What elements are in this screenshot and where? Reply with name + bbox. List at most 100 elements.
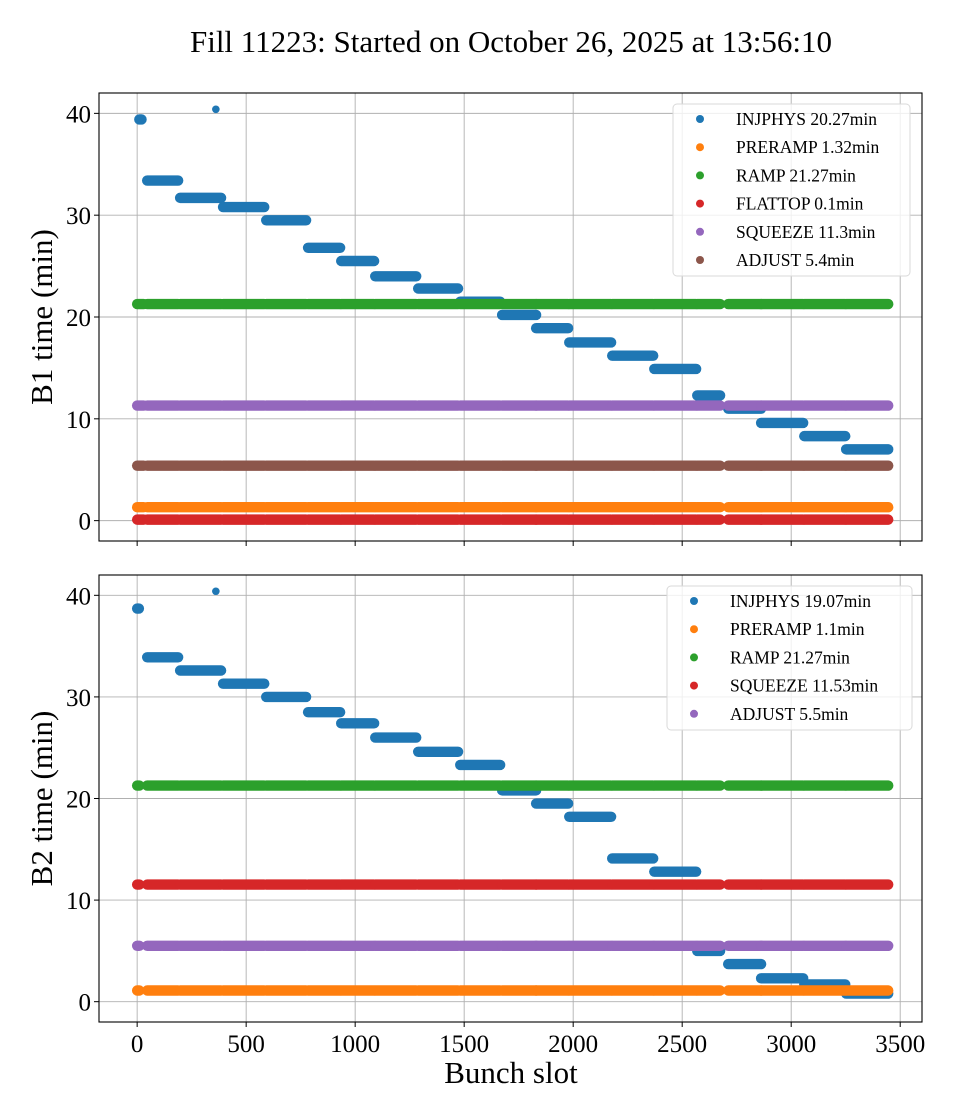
preramp-points [755, 985, 809, 996]
adjust-points [455, 460, 506, 471]
flattop-points [261, 514, 312, 525]
ramp-points [174, 780, 227, 791]
x-tick-label: 0 [131, 1031, 144, 1058]
preramp-points [722, 985, 767, 996]
preramp-points [141, 985, 184, 996]
adjust-points [302, 940, 346, 952]
adjust-points [141, 460, 184, 471]
squeeze-points [755, 879, 809, 890]
preramp-points [131, 985, 145, 996]
squeeze-points [217, 879, 270, 890]
x-tick-label: 2500 [657, 1031, 707, 1058]
preramp-points [370, 985, 422, 996]
flattop-points [496, 514, 542, 525]
injphys-points [455, 759, 506, 771]
ramp-points [649, 298, 702, 310]
preramp-points [336, 501, 380, 513]
squeeze-points [217, 400, 270, 411]
legend-marker-injphys [696, 115, 704, 123]
injphys-points [217, 201, 270, 213]
injphys-points [564, 337, 617, 348]
b1-panel: 0 10 20 30 40 B1 time (min) INJPHYS 20.27min PR… [24, 92, 923, 546]
preramp-points [141, 501, 184, 513]
ramp-points [799, 780, 851, 791]
adjust-points [261, 460, 312, 471]
ramp-points [840, 298, 894, 310]
preramp-points [530, 985, 574, 996]
preramp-points [217, 985, 270, 996]
ramp-points [261, 298, 312, 310]
adjust-points [370, 940, 422, 952]
data-points [131, 105, 894, 525]
injphys-points [336, 255, 380, 267]
flattop-points [530, 514, 574, 525]
ramp-points [799, 298, 851, 310]
squeeze-points [799, 879, 851, 890]
y-tick-label: 0 [79, 990, 92, 1017]
injphys-points [261, 691, 312, 703]
adjust-points [564, 940, 617, 952]
x-axis-label: Bunch slot [444, 1055, 578, 1090]
adjust-points [649, 460, 702, 471]
squeeze-points [412, 879, 464, 890]
squeeze-points [174, 879, 227, 890]
preramp-points [496, 501, 542, 513]
squeeze-points [496, 879, 542, 890]
chart-title: Fill 11223: Started on October 26, 2025 … [190, 24, 832, 59]
adjust-points [131, 940, 145, 952]
preramp-points [799, 501, 851, 513]
squeeze-points [455, 879, 506, 890]
injphys-points [412, 283, 464, 294]
squeeze-points [370, 879, 422, 890]
injphys-points [412, 746, 464, 757]
injphys-points [302, 706, 346, 718]
b2-panel: 0 500 1000 1500 2000 2500 3000 3500 0 10 20 30 40 B2 … [24, 574, 925, 1058]
ramp-points [530, 298, 574, 310]
injphys-points [755, 417, 809, 429]
x-tick-label: 3500 [875, 1031, 925, 1058]
squeeze-points [722, 400, 767, 411]
injphys-points [141, 652, 184, 663]
squeeze-points [302, 400, 346, 411]
squeeze-points [530, 879, 574, 890]
ramp-points [302, 298, 346, 310]
adjust-points [455, 940, 506, 952]
legend-entry-preramp: PRERAMP 1.32min [736, 137, 880, 157]
legend-marker-squeeze [696, 227, 704, 236]
injphys-points [174, 665, 227, 676]
injphys-points [370, 732, 422, 743]
squeeze-points [530, 400, 574, 411]
injphys-points [649, 866, 702, 877]
injphys-points [212, 587, 220, 596]
flattop-points [336, 514, 380, 525]
legend-marker-flattop [696, 199, 704, 208]
adjust-points [840, 460, 894, 471]
adjust-points [722, 940, 767, 952]
preramp-points [174, 985, 227, 996]
squeeze-points [141, 879, 184, 890]
preramp-points [455, 501, 506, 513]
preramp-points [799, 985, 851, 996]
adjust-points [692, 460, 726, 471]
squeeze-points [755, 400, 809, 411]
y-tick-label: 30 [66, 203, 91, 230]
injphys-points [212, 105, 220, 114]
squeeze-points [302, 879, 346, 890]
squeeze-points [649, 879, 702, 890]
injphys-points [496, 309, 542, 321]
squeeze-points [261, 400, 312, 411]
preramp-points [692, 985, 726, 996]
preramp-points [261, 501, 312, 513]
legend-entry-injphys: INJPHYS 20.27min [736, 109, 877, 129]
injphys-points [564, 811, 617, 822]
preramp-points [302, 985, 346, 996]
legend-marker-preramp [696, 143, 704, 152]
ramp-points [607, 298, 659, 310]
ramp-points [455, 780, 506, 791]
injphys-points [141, 175, 184, 186]
adjust-points [692, 940, 726, 952]
legend-marker-adjust [696, 256, 704, 264]
preramp-points [455, 985, 506, 996]
preramp-points [607, 985, 659, 996]
ramp-points [607, 780, 659, 791]
